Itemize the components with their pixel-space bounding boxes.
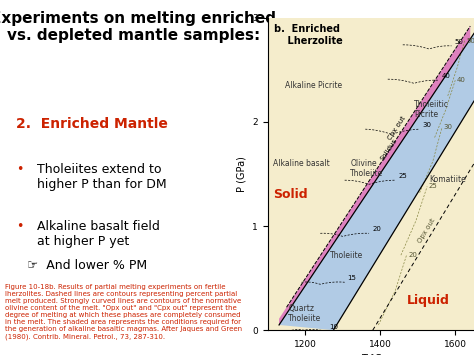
Text: 40: 40	[457, 77, 465, 83]
Text: b.  Enriched
    Lherzolite: b. Enriched Lherzolite	[274, 24, 343, 45]
Text: 20: 20	[408, 252, 417, 258]
Text: Quartz
Tholeiite: Quartz Tholeiite	[288, 304, 322, 323]
Text: Experiments on melting enriched
vs. depleted mantle samples:: Experiments on melting enriched vs. depl…	[0, 11, 276, 43]
Text: 40: 40	[441, 73, 450, 79]
Text: •: •	[16, 163, 23, 176]
Text: 25: 25	[428, 184, 438, 190]
Text: Alkaline basalt: Alkaline basalt	[273, 159, 330, 168]
Polygon shape	[279, 26, 470, 325]
Text: Liquid: Liquid	[407, 295, 449, 307]
Text: 25: 25	[398, 173, 407, 179]
Text: Cpx out: Cpx out	[387, 115, 406, 141]
Text: Komatiite: Komatiite	[429, 175, 466, 184]
Text: 30: 30	[444, 124, 453, 130]
Text: 10: 10	[329, 324, 338, 330]
Text: Olivine
Tholeiite: Olivine Tholeiite	[350, 159, 383, 179]
Text: Tholeiitic
Picrite: Tholeiitic Picrite	[414, 100, 449, 119]
Text: 2.  Enriched Mantle: 2. Enriched Mantle	[16, 117, 168, 131]
Text: 20: 20	[372, 226, 381, 232]
Text: 50: 50	[466, 38, 474, 44]
Text: Tholeiites extend to
higher P than for DM: Tholeiites extend to higher P than for D…	[37, 163, 167, 191]
Y-axis label: P (GPa): P (GPa)	[237, 156, 247, 192]
Text: Alkaline Picrite: Alkaline Picrite	[285, 81, 342, 90]
Text: 30: 30	[423, 122, 432, 128]
X-axis label: T °C: T °C	[361, 354, 381, 355]
Text: 15: 15	[347, 275, 356, 281]
Text: Figure 10-18b. Results of partial melting experiments on fertile
lherzolites. Da: Figure 10-18b. Results of partial meltin…	[5, 284, 243, 339]
Text: Solid: Solid	[273, 188, 308, 201]
Text: ☞  And lower % PM: ☞ And lower % PM	[27, 259, 147, 272]
Text: Opx out: Opx out	[417, 218, 436, 244]
Polygon shape	[279, 33, 474, 330]
Text: •: •	[16, 220, 23, 233]
Text: Alkaline basalt field
at higher P yet: Alkaline basalt field at higher P yet	[37, 220, 160, 248]
Text: Tholeiite: Tholeiite	[330, 251, 363, 260]
Text: Solidus: Solidus	[380, 138, 399, 162]
Text: 50: 50	[455, 39, 464, 45]
